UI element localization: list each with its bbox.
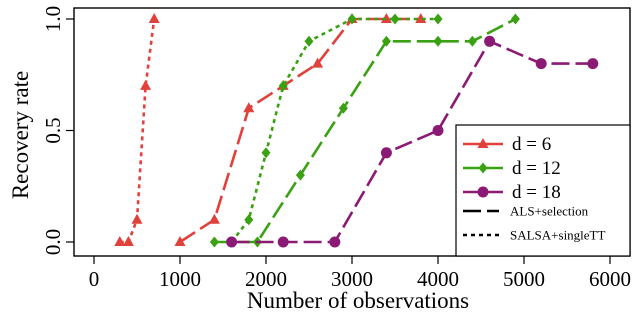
legend-label: d = 12	[512, 158, 561, 179]
series-line	[214, 17, 516, 244]
data-point	[261, 147, 271, 159]
data-point	[208, 213, 220, 224]
data-point	[380, 147, 392, 159]
data-point	[140, 79, 152, 90]
legend-entry-d12: d = 12	[463, 158, 561, 179]
y-axis-label: Recovery rate	[8, 71, 33, 199]
x-tick-label: 5000	[503, 267, 545, 291]
axes: 0 1000 2000 3000 4000 5000 6000 0.0 0.5 1.0	[41, 6, 631, 291]
x-tick-label: 2000	[245, 267, 287, 291]
series-line	[179, 17, 421, 244]
y-tick-label: 1.0	[41, 6, 65, 32]
legend-method-salsa-singlett: SALSA+singleTT	[463, 228, 606, 243]
x-tick-label: 3000	[331, 267, 373, 291]
data-point	[433, 35, 443, 47]
series-layer	[114, 13, 599, 248]
data-point	[226, 236, 238, 248]
data-point	[277, 236, 289, 248]
legend-label: d = 6	[512, 134, 551, 155]
data-point	[432, 125, 444, 136]
data-point	[122, 236, 134, 246]
legend-label: ALS+selection	[510, 204, 589, 219]
data-point	[484, 35, 496, 47]
legend-entry-d18: d = 18	[463, 182, 561, 203]
x-tick-label: 0	[89, 267, 100, 291]
series-d12-als-selection	[209, 13, 520, 248]
series-d6-salsa-singlett	[114, 13, 160, 246]
data-point	[380, 13, 392, 23]
data-point	[148, 13, 160, 23]
data-point	[304, 35, 314, 47]
data-point	[329, 236, 341, 248]
data-point	[312, 57, 324, 68]
series-line	[119, 18, 156, 244]
legend-marker	[477, 138, 489, 148]
data-point	[433, 13, 443, 25]
series-d18-als-selection	[226, 35, 599, 248]
data-point	[415, 13, 427, 23]
legend-label: SALSA+singleTT	[510, 228, 606, 243]
data-point	[209, 236, 219, 248]
y-tick-label: 0.5	[41, 117, 65, 143]
legend-label: d = 18	[512, 182, 561, 203]
data-point	[467, 35, 477, 47]
data-point	[131, 213, 143, 224]
data-point	[347, 13, 357, 25]
data-point	[278, 80, 288, 92]
legend-marker	[477, 186, 489, 198]
legend-marker	[478, 162, 488, 174]
data-point	[381, 35, 391, 47]
legend-method-als-selection: ALS+selection	[463, 204, 589, 219]
x-tick-label: 1000	[159, 267, 201, 291]
series-line	[230, 17, 438, 243]
data-point	[114, 236, 126, 246]
legend-entry-d6: d = 6	[463, 134, 551, 155]
data-point	[535, 58, 547, 70]
data-point	[244, 214, 254, 226]
y-tick-label: 0.0	[41, 229, 65, 255]
x-axis-label: Number of observations	[247, 288, 469, 313]
series-line	[231, 39, 593, 244]
data-point	[338, 102, 348, 114]
data-point	[510, 13, 520, 25]
series-d12-salsa-singlett	[227, 13, 443, 248]
x-tick-label: 4000	[417, 267, 459, 291]
x-tick-label: 6000	[589, 267, 631, 291]
series-d6-als-selection	[174, 13, 427, 246]
data-point	[243, 102, 255, 113]
data-point	[390, 13, 400, 25]
data-point	[587, 58, 599, 70]
data-point	[174, 236, 186, 246]
data-point	[295, 169, 305, 181]
